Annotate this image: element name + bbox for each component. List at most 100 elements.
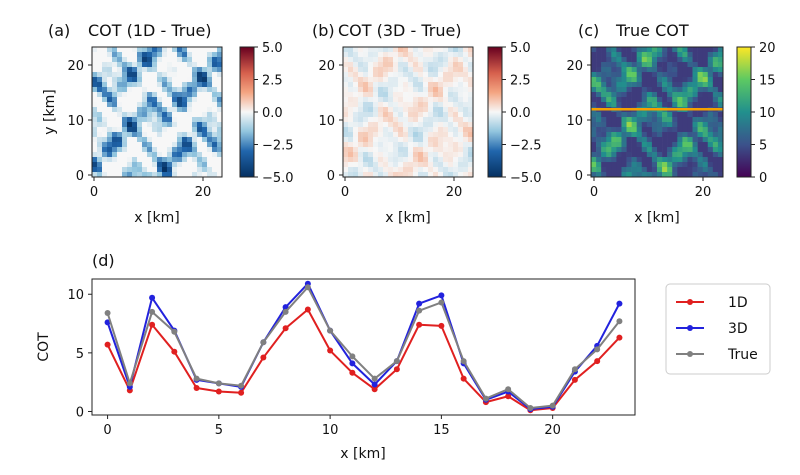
heatmap-cell bbox=[97, 142, 103, 148]
heatmap-cell bbox=[403, 77, 409, 83]
heatmap-cell bbox=[97, 157, 103, 163]
heatmap-cell bbox=[142, 142, 148, 148]
heatmap-cell bbox=[187, 162, 193, 168]
heatmap-cell bbox=[438, 172, 444, 178]
heatmap-cell bbox=[192, 127, 198, 133]
heatmap-cell bbox=[697, 62, 703, 68]
heatmap-cell bbox=[398, 117, 404, 123]
heatmap-cell bbox=[636, 117, 643, 123]
heatmap-cell bbox=[122, 57, 128, 63]
heatmap-cell bbox=[187, 57, 193, 63]
heatmap-cell bbox=[197, 122, 203, 128]
heatmap-cell bbox=[641, 137, 648, 143]
heatmap-cell bbox=[373, 112, 379, 118]
heatmap-cell bbox=[672, 172, 678, 178]
heatmap-cell bbox=[601, 142, 607, 148]
heatmap-cell bbox=[667, 142, 673, 148]
heatmap-cell bbox=[707, 72, 714, 78]
heatmap-cell bbox=[378, 172, 384, 178]
heatmap-cell bbox=[458, 92, 464, 98]
heatmap-cell bbox=[611, 47, 617, 53]
data-point-1D bbox=[438, 322, 445, 329]
heatmap-cell bbox=[167, 52, 173, 58]
heatmap-cell bbox=[187, 47, 193, 53]
heatmap-cell bbox=[641, 132, 648, 138]
heatmap-cell bbox=[122, 107, 128, 113]
heatmap-cell bbox=[657, 82, 663, 88]
heatmap-cell bbox=[132, 57, 138, 63]
heatmap-cell bbox=[137, 117, 143, 123]
heatmap-cell bbox=[636, 67, 643, 73]
heatmap-cell bbox=[458, 97, 464, 103]
heatmap-cell bbox=[192, 122, 198, 128]
heatmap-cell bbox=[137, 52, 143, 58]
heatmap-cell bbox=[646, 142, 653, 148]
heatmap-cell bbox=[167, 77, 173, 83]
heatmap-cell bbox=[92, 127, 98, 133]
heatmap-cell bbox=[418, 72, 424, 78]
heatmap-cell bbox=[657, 72, 663, 78]
heatmap-cell bbox=[631, 172, 637, 178]
panel-b-ytick-label-2: 20 bbox=[318, 59, 335, 74]
heatmap-cell bbox=[157, 147, 163, 153]
heatmap-cell bbox=[707, 117, 714, 123]
heatmap-cell bbox=[162, 97, 168, 103]
heatmap-cell bbox=[187, 77, 193, 83]
heatmap-cell bbox=[363, 82, 369, 88]
heatmap-cell bbox=[697, 142, 703, 148]
heatmap-cell bbox=[712, 62, 719, 68]
heatmap-cell bbox=[142, 172, 148, 178]
heatmap-cell bbox=[418, 172, 424, 178]
heatmap-cell bbox=[463, 87, 469, 93]
heatmap-cell bbox=[393, 162, 399, 168]
heatmap-cell bbox=[641, 97, 648, 103]
heatmap-cell bbox=[596, 52, 602, 58]
heatmap-cell bbox=[132, 102, 138, 108]
heatmap-cell bbox=[616, 102, 622, 108]
heatmap-cell bbox=[423, 92, 429, 98]
heatmap-cell bbox=[132, 97, 138, 103]
heatmap-cell bbox=[606, 82, 612, 88]
heatmap-cell bbox=[428, 152, 434, 158]
heatmap-cell bbox=[172, 57, 178, 63]
data-point-1D bbox=[594, 358, 601, 365]
heatmap-cell bbox=[197, 162, 203, 168]
heatmap-cell bbox=[717, 157, 724, 163]
heatmap-cell bbox=[343, 57, 349, 63]
heatmap-cell bbox=[591, 127, 597, 133]
heatmap-cell bbox=[448, 112, 454, 118]
heatmap-cell bbox=[403, 107, 409, 113]
heatmap-cell bbox=[433, 172, 439, 178]
heatmap-cell bbox=[212, 142, 218, 148]
heatmap-cell bbox=[423, 52, 429, 58]
heatmap-cell bbox=[707, 137, 714, 143]
heatmap-cell bbox=[137, 57, 143, 63]
heatmap-cell bbox=[112, 142, 118, 148]
heatmap-cell bbox=[651, 137, 658, 143]
heatmap-cell bbox=[122, 62, 128, 68]
heatmap-cell bbox=[601, 122, 607, 128]
heatmap-cell bbox=[621, 132, 627, 138]
heatmap-cell bbox=[438, 67, 444, 73]
heatmap-cell bbox=[192, 102, 198, 108]
heatmap-cell bbox=[626, 72, 632, 78]
heatmap-cell bbox=[102, 107, 108, 113]
heatmap-cell bbox=[393, 47, 399, 53]
heatmap-cell bbox=[217, 62, 223, 68]
data-point-True bbox=[460, 358, 467, 365]
heatmap-cell bbox=[463, 102, 469, 108]
heatmap-cell bbox=[418, 117, 424, 123]
heatmap-cell bbox=[591, 97, 597, 103]
heatmap-cell bbox=[596, 117, 602, 123]
heatmap-cell bbox=[403, 102, 409, 108]
heatmap-cell bbox=[182, 97, 188, 103]
heatmap-cell bbox=[217, 97, 223, 103]
heatmap-cell bbox=[152, 82, 158, 88]
panel-c-colorbar-ticks bbox=[751, 46, 755, 178]
heatmap-cell bbox=[641, 47, 648, 53]
heatmap-cell bbox=[591, 82, 597, 88]
heatmap-cell bbox=[717, 162, 724, 168]
heatmap-cell bbox=[353, 107, 359, 113]
heatmap-cell bbox=[591, 87, 597, 93]
